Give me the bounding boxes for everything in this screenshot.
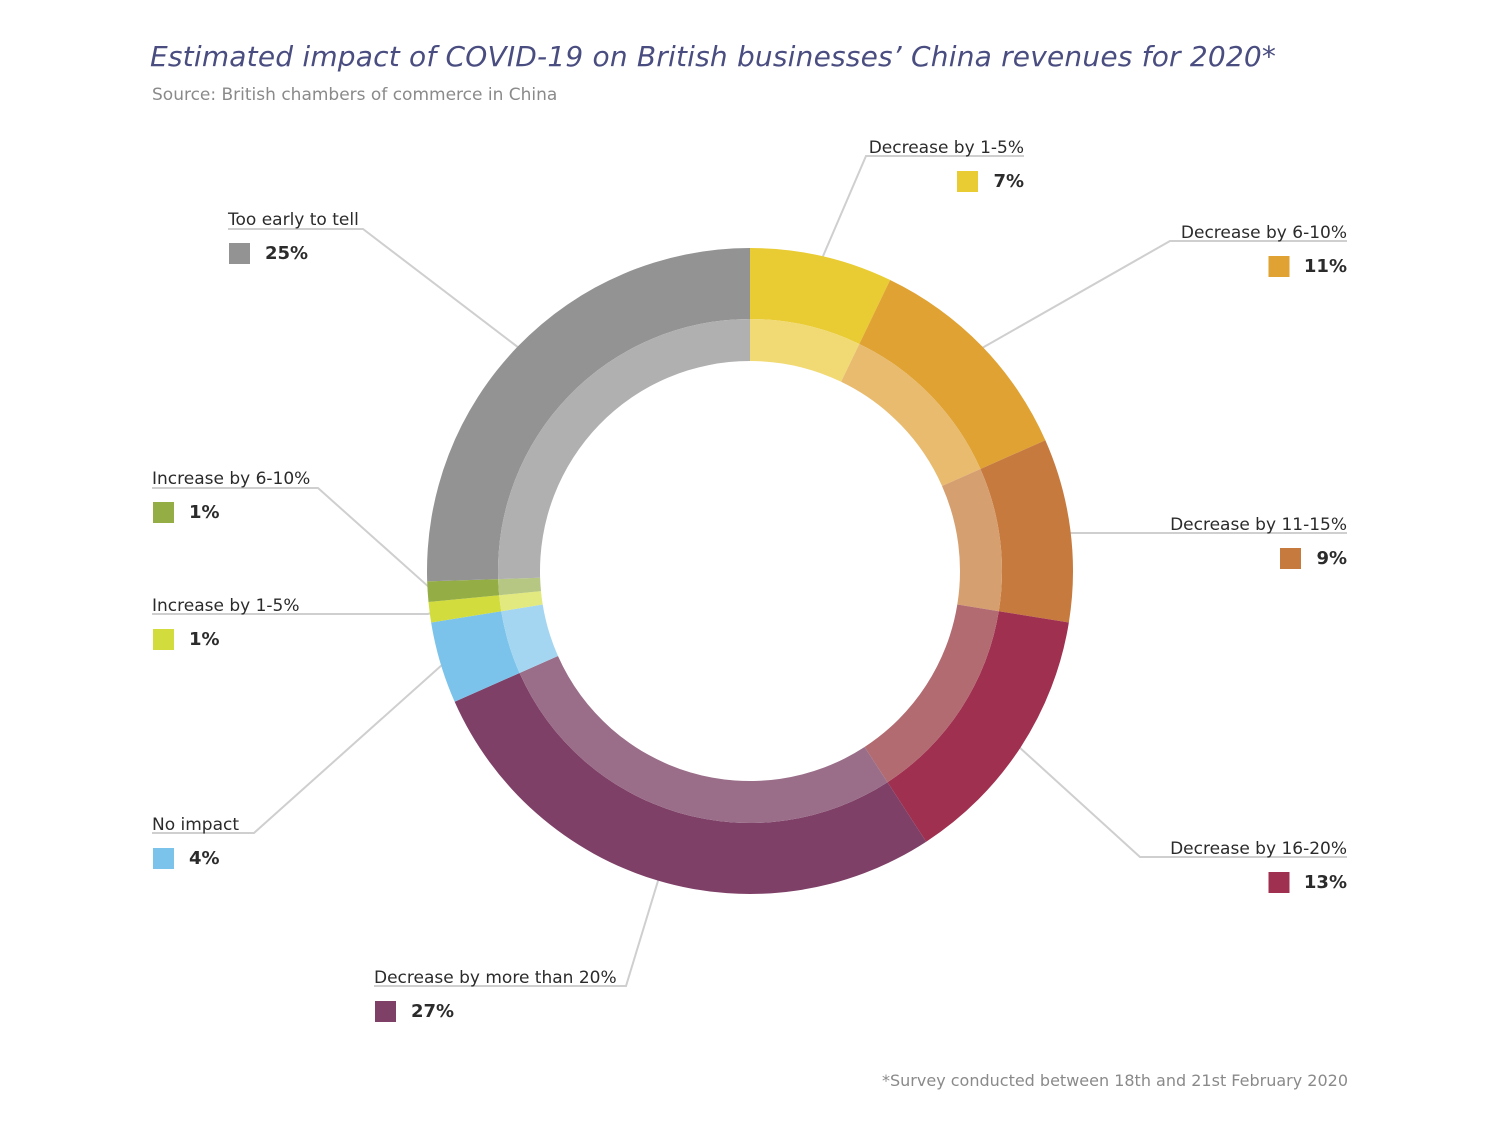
- label-decrease-by-16-20: Decrease by 16-20%: [1170, 839, 1347, 859]
- chart-source: Source: British chambers of commerce in …: [152, 85, 558, 105]
- value-label-decrease-by-16-20: 13%: [1304, 872, 1347, 893]
- slice-too-early-to-tell: [427, 248, 750, 582]
- leader-line-decrease-by-6-10: [977, 240, 1347, 352]
- slice-decrease-by-11-15: [980, 440, 1073, 623]
- leader-line-decrease-by-more-than-20: [374, 874, 661, 987]
- slice-increase-by-1-5: [428, 595, 502, 623]
- legend-swatch-no-impact: [153, 848, 174, 869]
- value-label-no-impact: 4%: [189, 848, 220, 869]
- leader-line-too-early-to-tell: [228, 228, 523, 352]
- legend-swatch-decrease-by-16-20: [1268, 872, 1290, 893]
- legend-swatch-decrease-by-1-5: [957, 171, 978, 192]
- slice-decrease-by-more-than-20: [454, 673, 927, 894]
- leader-line-no-impact: [152, 660, 447, 834]
- slice-inner-decrease-by-more-than-20: [519, 656, 888, 824]
- chart-title: Estimated impact of COVID-19 on British …: [150, 40, 1277, 73]
- donut-ring: [427, 248, 1073, 894]
- label-too-early-to-tell: Too early to tell: [227, 210, 359, 230]
- slice-inner-decrease-by-6-10: [841, 343, 981, 486]
- label-increase-by-6-10: Increase by 6-10%: [152, 469, 310, 489]
- label-no-impact: No impact: [152, 815, 239, 835]
- slice-inner-increase-by-1-5: [499, 591, 543, 612]
- slice-no-impact: [431, 611, 520, 702]
- value-label-decrease-by-1-5: 7%: [993, 171, 1024, 192]
- leader-line-decrease-by-1-5: [819, 155, 1024, 263]
- legend-swatch-decrease-by-6-10: [1268, 256, 1290, 277]
- value-label-decrease-by-6-10: 11%: [1304, 256, 1347, 277]
- leader-line-increase-by-6-10: [152, 487, 435, 593]
- label-decrease-by-1-5: Decrease by 1-5%: [869, 138, 1024, 158]
- label-decrease-by-more-than-20: Decrease by more than 20%: [374, 968, 617, 988]
- legend-swatch-decrease-by-more-than-20: [375, 1001, 396, 1022]
- label-decrease-by-6-10: Decrease by 6-10%: [1181, 223, 1347, 243]
- slice-decrease-by-1-5: [750, 248, 891, 344]
- slice-inner-decrease-by-11-15: [942, 468, 1003, 612]
- value-label-too-early-to-tell: 25%: [265, 243, 308, 264]
- slice-decrease-by-16-20: [887, 611, 1069, 842]
- slice-inner-no-impact: [501, 604, 558, 674]
- chart-footnote: *Survey conducted between 18th and 21st …: [882, 1071, 1348, 1090]
- slice-decrease-by-6-10: [859, 279, 1046, 469]
- slice-inner-decrease-by-1-5: [750, 319, 860, 382]
- legend-swatch-too-early-to-tell: [229, 243, 250, 264]
- label-increase-by-1-5: Increase by 1-5%: [152, 596, 300, 616]
- legend-swatch-decrease-by-11-15: [1280, 548, 1301, 569]
- slice-inner-decrease-by-16-20: [864, 604, 999, 783]
- slice-inner-too-early-to-tell: [498, 319, 750, 580]
- value-label-decrease-by-11-15: 9%: [1316, 548, 1347, 569]
- legend-swatch-increase-by-6-10: [153, 502, 174, 523]
- value-label-decrease-by-more-than-20: 27%: [411, 1001, 454, 1022]
- label-decrease-by-11-15: Decrease by 11-15%: [1170, 515, 1347, 535]
- slice-inner-increase-by-6-10: [498, 577, 541, 596]
- value-label-increase-by-1-5: 1%: [189, 629, 220, 650]
- legend-swatch-increase-by-1-5: [153, 629, 174, 650]
- slice-increase-by-6-10: [427, 579, 500, 603]
- slice-labels: Decrease by 1-5% 7% Decrease by 6-10% 11% De…: [152, 138, 1347, 1022]
- leader-line-decrease-by-16-20: [1015, 743, 1347, 858]
- value-label-increase-by-6-10: 1%: [189, 502, 220, 523]
